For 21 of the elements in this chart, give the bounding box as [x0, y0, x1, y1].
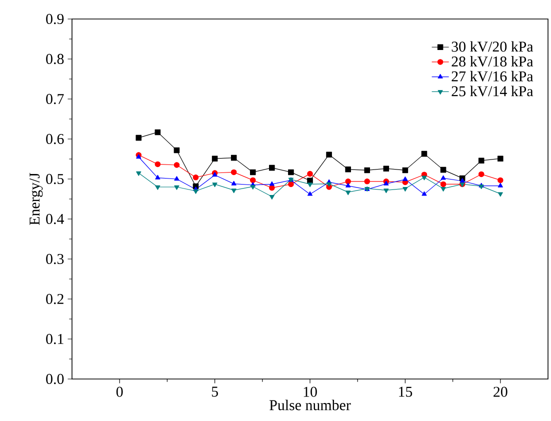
- y-tick-label: 0.0: [46, 374, 64, 384]
- x-tick-label: 0: [116, 386, 123, 397]
- x-tick-label: 10: [304, 386, 317, 397]
- legend-label: 25 kV/14 kPa: [452, 86, 534, 96]
- y-tick-label: 0.8: [46, 54, 64, 64]
- y-tick-label: 0.3: [46, 254, 64, 264]
- x-tick-label: 20: [494, 386, 508, 397]
- x-tick-label: 5: [212, 386, 218, 397]
- x-axis-title: Pulse number: [270, 400, 351, 410]
- y-tick-label: 0.2: [46, 294, 64, 304]
- legend-label: 27 kV/16 kPa: [452, 70, 534, 82]
- x-tick-label: 15: [399, 386, 412, 397]
- legend-label: 30 kV/20 kPa: [452, 41, 534, 52]
- y-tick-label: 0.4: [46, 214, 64, 224]
- legend-label: 28 kV/18 kPa: [452, 56, 534, 67]
- y-tick-label: 0.1: [46, 334, 64, 344]
- y-tick-label: 0.9: [46, 14, 64, 24]
- y-tick-label: 0.5: [46, 174, 64, 184]
- y-tick-label: 0.6: [46, 134, 64, 144]
- y-axis-title: Energy/J: [30, 172, 43, 225]
- y-tick-label: 0.7: [46, 94, 64, 104]
